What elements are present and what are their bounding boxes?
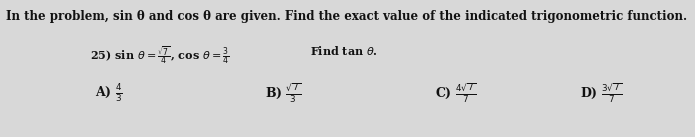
Text: D) $\frac{3\sqrt{7}}{7}$: D) $\frac{3\sqrt{7}}{7}$ bbox=[580, 82, 622, 105]
Text: 25) sin $\theta = \frac{\sqrt{7}}{4}$, cos $\theta = \frac{3}{4}$: 25) sin $\theta = \frac{\sqrt{7}}{4}$, c… bbox=[90, 44, 229, 66]
Text: In the problem, sin θ and cos θ are given. Find the exact value of the indicated: In the problem, sin θ and cos θ are give… bbox=[6, 10, 687, 23]
Text: A) $\frac{4}{3}$: A) $\frac{4}{3}$ bbox=[95, 82, 122, 104]
Text: C) $\frac{4\sqrt{7}}{7}$: C) $\frac{4\sqrt{7}}{7}$ bbox=[435, 82, 476, 105]
Text: Find tan $\theta$.: Find tan $\theta$. bbox=[310, 44, 378, 57]
Text: B) $\frac{\sqrt{7}}{3}$: B) $\frac{\sqrt{7}}{3}$ bbox=[265, 82, 301, 105]
